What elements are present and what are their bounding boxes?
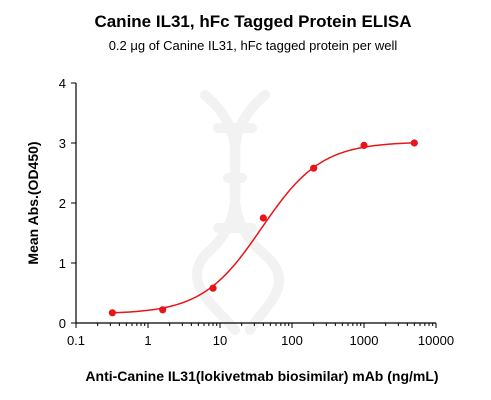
x-tick-label: 10 xyxy=(213,333,227,348)
data-point xyxy=(259,214,267,222)
watermark-dna-logo xyxy=(192,90,285,335)
data-point xyxy=(310,164,318,172)
x-axis-label: Anti-Canine IL31(lokivetmab biosimilar) … xyxy=(85,368,438,384)
chart-subtitle: 0.2 μg of Canine IL31, hFc tagged protei… xyxy=(109,38,398,53)
x-tick-label: 100 xyxy=(281,333,303,348)
data-point xyxy=(360,141,368,149)
data-point xyxy=(209,284,217,292)
fit-curve xyxy=(112,142,415,314)
data-point xyxy=(159,306,167,314)
y-axis-ticks: 0 1 2 3 4 xyxy=(59,76,76,331)
x-tick-label: 1 xyxy=(144,333,151,348)
chart-title: Canine IL31, hFc Tagged Protein ELISA xyxy=(94,12,411,31)
y-tick-label: 4 xyxy=(59,76,66,91)
y-tick-label: 3 xyxy=(59,136,66,151)
y-tick-label: 2 xyxy=(59,196,66,211)
y-axis-label: Mean Abs.(OD450) xyxy=(25,141,41,264)
y-tick-label: 0 xyxy=(59,316,66,331)
data-points xyxy=(108,139,418,317)
y-tick-label: 1 xyxy=(59,256,66,271)
data-point xyxy=(410,139,418,147)
x-tick-label: 0.1 xyxy=(67,333,85,348)
x-tick-label: 10000 xyxy=(418,333,454,348)
data-point xyxy=(108,309,116,317)
x-axis-ticks: 0.1 1 10 100 1000 10000 xyxy=(67,323,454,348)
x-tick-label: 1000 xyxy=(350,333,379,348)
